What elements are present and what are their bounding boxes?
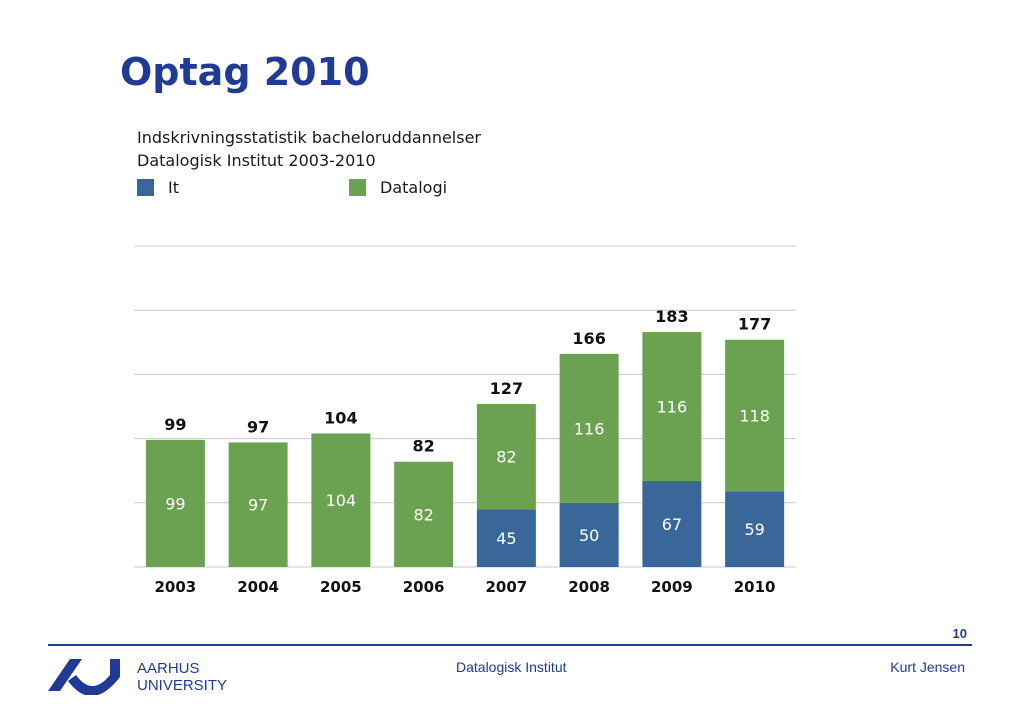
x-tick-label: 2010: [734, 578, 776, 596]
x-tick-label: 2007: [486, 578, 528, 596]
slide-title: Optag 2010: [120, 50, 370, 94]
legend-item-datalogi: Datalogi: [349, 178, 447, 197]
bar-total-label: 166: [572, 329, 605, 348]
bar-label-it: 59: [744, 520, 764, 539]
bar-total-label: 183: [655, 307, 688, 326]
aarhus-university-logo-icon: [48, 659, 120, 695]
bar-total-label: 104: [324, 408, 357, 427]
legend-swatch-it: [137, 179, 154, 196]
bar-datalogi: [228, 442, 288, 567]
bar-datalogi: [145, 439, 205, 567]
x-tick-label: 2009: [651, 578, 693, 596]
bar-label-it: 45: [496, 529, 516, 548]
bar-it: [642, 480, 702, 567]
x-tick-label: 2006: [403, 578, 445, 596]
bar-label-it: 67: [662, 515, 682, 534]
x-tick-label: 2008: [568, 578, 610, 596]
bar-total-label: 82: [412, 437, 434, 456]
bar-datalogi: [476, 403, 536, 510]
x-tick-label: 2004: [237, 578, 279, 596]
bar-label-datalogi: 99: [165, 494, 185, 513]
bar-label-datalogi: 116: [574, 419, 605, 438]
logo-line-1: AARHUS: [137, 660, 200, 677]
logo-line-2: UNIVERSITY: [137, 677, 228, 694]
bar-it: [476, 509, 536, 567]
bar-label-datalogi: 118: [739, 406, 770, 425]
bar-it: [725, 491, 785, 567]
page-number: 10: [952, 626, 967, 641]
bar-datalogi: [725, 339, 785, 492]
bar-total-label: 177: [738, 315, 771, 334]
bar-label-datalogi: 82: [413, 505, 433, 524]
bar-total-label: 127: [490, 379, 523, 398]
bar-label-datalogi: 104: [326, 491, 357, 510]
footer-author: Kurt Jensen: [890, 659, 965, 675]
bar-label-it: 50: [579, 526, 599, 545]
bar-datalogi: [642, 332, 702, 481]
bar-it: [559, 502, 619, 567]
footer-divider: [48, 644, 972, 646]
bar-datalogi: [559, 353, 619, 503]
bar-chart: 99 99 2003 97 97 2004 104 104 2005 82 82 2006 45 82 12…: [134, 245, 796, 596]
bar-datalogi: [394, 461, 454, 567]
legend-label-it: It: [168, 178, 179, 197]
x-tick-label: 2003: [155, 578, 197, 596]
legend-swatch-datalogi: [349, 179, 366, 196]
chart-subtitle: Datalogisk Institut 2003-2010: [137, 151, 376, 170]
bar-label-datalogi: 116: [657, 398, 688, 417]
bar-total-label: 99: [164, 415, 186, 434]
bar-total-label: 97: [247, 417, 269, 436]
bar-label-datalogi: 82: [496, 448, 516, 467]
x-tick-label: 2005: [320, 578, 362, 596]
chart-title: Indskrivningsstatistik bacheloruddannels…: [137, 128, 482, 147]
university-name: AARHUS UNIVERSITY: [137, 660, 227, 694]
footer-institute: Datalogisk Institut: [456, 659, 567, 675]
legend-label-datalogi: Datalogi: [380, 178, 448, 197]
bar-label-datalogi: 97: [248, 496, 268, 515]
legend-item-it: It: [137, 178, 179, 197]
bar-datalogi: [311, 433, 371, 567]
